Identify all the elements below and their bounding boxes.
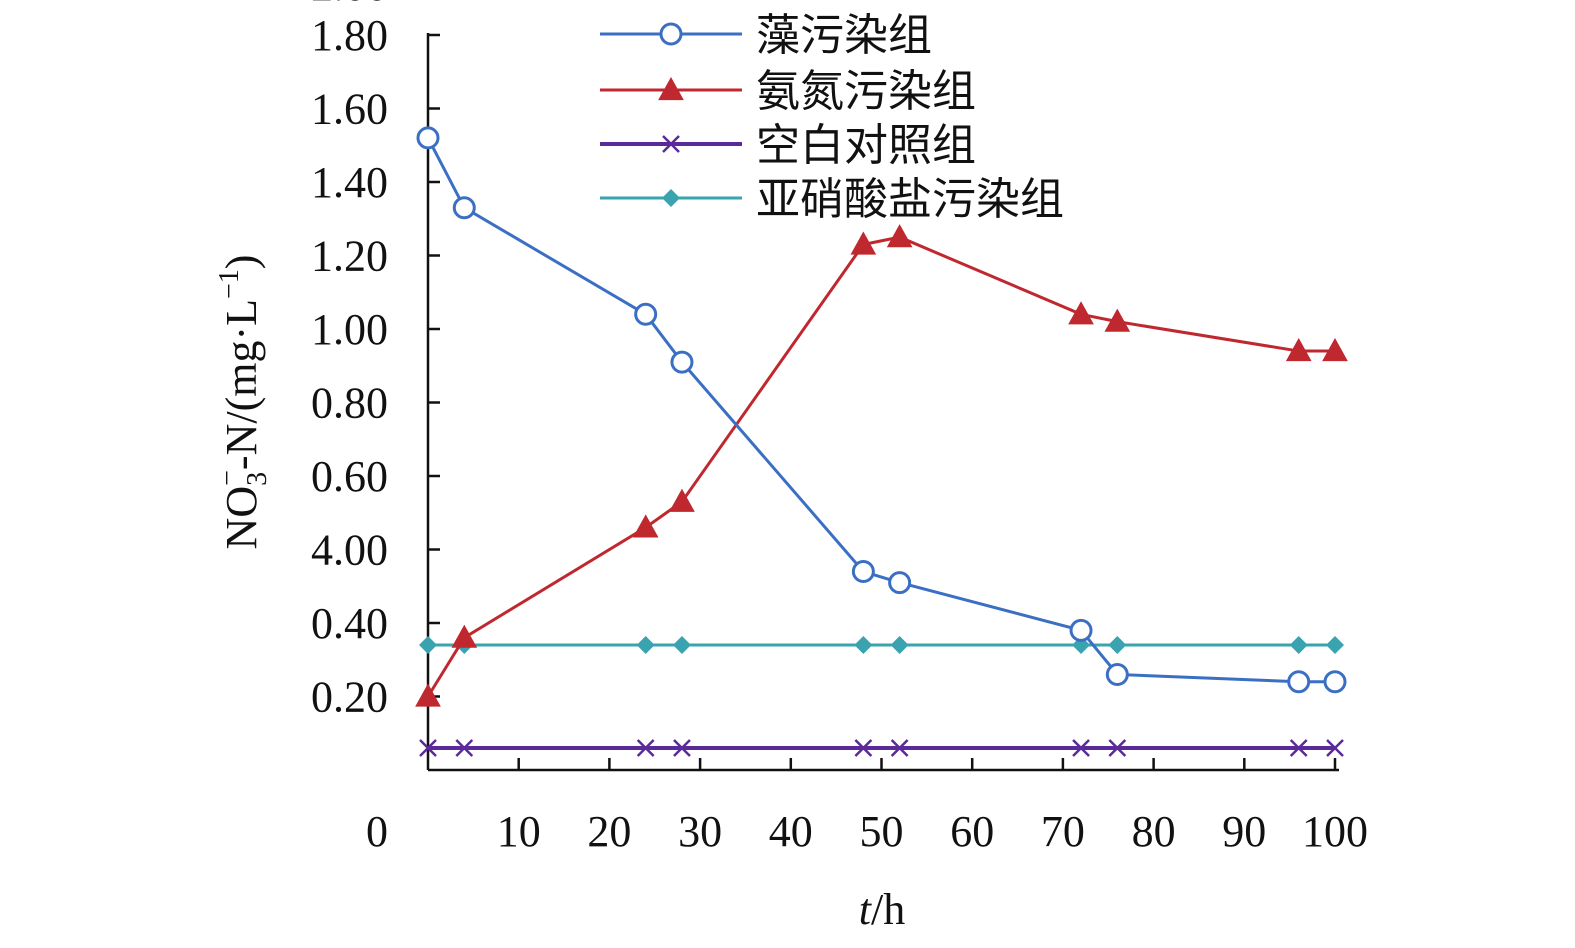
y-tick-label: 1.20 <box>311 232 388 281</box>
data-point <box>1322 338 1348 362</box>
legend-label: 亚硝酸盐污染组 <box>756 174 1064 225</box>
x-tick-label: 70 <box>1041 807 1085 856</box>
data-point <box>888 571 912 595</box>
x-axis-title: t/h <box>859 885 905 934</box>
y-tick-label: 4.00 <box>311 526 388 575</box>
x-tick-label: 20 <box>587 807 631 856</box>
y-axis-title-superscript: − <box>212 470 243 486</box>
data-point <box>658 76 684 101</box>
data-point <box>451 624 478 648</box>
y-axis-title-unit-superscript: −1 <box>214 269 245 299</box>
x-tick-label: 10 <box>497 807 541 856</box>
x-tick-label: 100 <box>1302 807 1368 856</box>
y-tick-label: 1.60 <box>311 85 388 134</box>
y-tick-label: 0.80 <box>311 379 388 428</box>
legend-label: 氨氮污染组 <box>756 66 976 117</box>
y-tick-label: 2.00 <box>311 0 388 10</box>
legend-entry: 亚硝酸盐污染组 <box>600 174 1064 225</box>
data-point <box>1108 739 1127 757</box>
data-point <box>854 636 873 655</box>
y-tick-label: 1.80 <box>311 11 388 60</box>
data-point <box>419 739 437 757</box>
data-point <box>1326 636 1344 655</box>
series-line <box>426 137 1335 684</box>
data-point <box>632 514 659 538</box>
y-axis-title-close: ) <box>217 255 266 270</box>
y-tick-label: 0.40 <box>311 599 388 648</box>
series-1 <box>415 224 1348 707</box>
data-point <box>416 126 440 150</box>
legend-label: 藻污染组 <box>756 10 932 61</box>
data-point <box>636 739 655 757</box>
data-point <box>1323 670 1347 694</box>
data-point <box>1289 739 1308 757</box>
legend-entry: 藻污染组 <box>600 10 932 61</box>
x-axis-title-unit: /h <box>871 885 905 934</box>
x-tick-label: 90 <box>1222 807 1266 856</box>
legend-label: 空白对照组 <box>756 120 976 171</box>
series-0 <box>416 126 1347 694</box>
data-point <box>1326 739 1344 757</box>
y-tick-label: 1.00 <box>311 305 388 354</box>
axes: 0.20 0.40 4.00 0.60 0.80 1.00 1.20 1.40 1.60 1.80… <box>311 0 1368 856</box>
data-point <box>419 636 437 655</box>
data-point <box>886 224 913 248</box>
legend-entry: 氨氮污染组 <box>600 66 976 117</box>
x-tick-label: 60 <box>950 807 994 856</box>
data-point <box>1108 636 1127 655</box>
data-point <box>669 488 695 512</box>
y-axis-title-prefix: NO <box>217 486 266 550</box>
series-layer <box>415 126 1348 757</box>
data-point <box>415 683 441 707</box>
data-point <box>662 189 680 207</box>
data-point <box>662 135 680 153</box>
data-point <box>670 350 694 374</box>
y-tick-label: 0.60 <box>311 452 388 501</box>
data-point <box>636 636 655 655</box>
data-point <box>851 560 875 584</box>
data-point <box>1287 670 1311 694</box>
y-tick-label: 1.40 <box>311 158 388 207</box>
y-axis-title-subscript: 3 <box>242 472 273 486</box>
series-3 <box>419 636 1344 655</box>
x-tick-label: 40 <box>769 807 813 856</box>
series-2 <box>419 739 1344 757</box>
x-tick-label: 0 <box>366 807 388 856</box>
data-point <box>1289 636 1308 655</box>
x-axis-title-variable: t <box>859 885 873 934</box>
data-point <box>455 739 474 757</box>
y-axis-title: NO3−-N/(mg·L−1) <box>212 255 273 550</box>
data-point <box>1068 301 1094 325</box>
legend-entry: 空白对照组 <box>600 120 976 171</box>
data-point <box>1072 739 1090 757</box>
data-point <box>850 231 877 255</box>
data-point <box>890 739 909 757</box>
data-point <box>672 636 691 655</box>
data-point <box>1105 662 1129 686</box>
data-point <box>659 22 683 46</box>
data-point <box>890 636 909 655</box>
data-point <box>1069 618 1093 642</box>
data-point <box>634 302 658 326</box>
x-tick-label: 80 <box>1132 807 1176 856</box>
data-point <box>1285 338 1312 362</box>
x-tick-label: 30 <box>678 807 722 856</box>
y-tick-label: 0.20 <box>311 673 388 722</box>
data-point <box>452 196 476 220</box>
series-line <box>426 235 1335 698</box>
data-point <box>1104 308 1131 332</box>
data-point <box>673 739 691 757</box>
x-tick-label: 50 <box>860 807 904 856</box>
data-point <box>854 739 873 757</box>
y-axis-title-suffix: -N/(mg·L <box>217 299 266 470</box>
